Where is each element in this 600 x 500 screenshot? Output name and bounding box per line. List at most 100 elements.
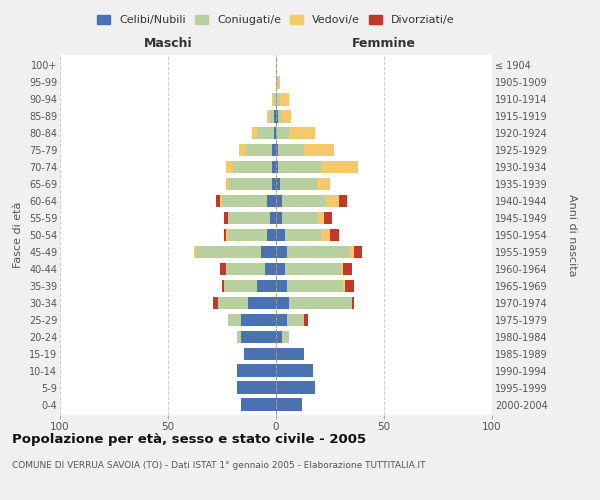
Bar: [276, 398, 302, 411]
Text: COMUNE DI VERRUA SAVOIA (TO) - Dati ISTAT 1° gennaio 2005 - Elaborazione TUTTITA: COMUNE DI VERRUA SAVOIA (TO) - Dati ISTA…: [12, 460, 425, 469]
Bar: [241, 398, 276, 411]
Bar: [268, 110, 269, 122]
Bar: [237, 330, 241, 344]
Bar: [322, 228, 330, 241]
Bar: [220, 262, 226, 276]
Bar: [226, 262, 265, 276]
Bar: [287, 280, 343, 292]
Bar: [330, 228, 338, 241]
Bar: [276, 382, 315, 394]
Bar: [272, 178, 276, 190]
Bar: [229, 178, 272, 190]
Bar: [224, 228, 226, 241]
Bar: [276, 194, 283, 207]
Bar: [274, 93, 276, 106]
Bar: [276, 314, 287, 326]
Bar: [196, 246, 261, 258]
Bar: [354, 246, 362, 258]
Bar: [274, 110, 276, 122]
Bar: [237, 364, 276, 377]
Bar: [352, 296, 354, 310]
Bar: [276, 262, 284, 276]
Bar: [272, 144, 276, 156]
Bar: [257, 126, 274, 140]
Bar: [215, 194, 220, 207]
Bar: [276, 348, 304, 360]
Bar: [226, 178, 229, 190]
Bar: [317, 178, 330, 190]
Bar: [283, 330, 289, 344]
Bar: [222, 194, 268, 207]
Bar: [269, 212, 276, 224]
Bar: [246, 144, 272, 156]
Bar: [241, 330, 276, 344]
Bar: [276, 280, 287, 292]
Bar: [283, 194, 326, 207]
Bar: [226, 160, 233, 173]
Bar: [218, 296, 248, 310]
Bar: [229, 228, 268, 241]
Text: Maschi: Maschi: [143, 37, 193, 50]
Bar: [239, 144, 246, 156]
Bar: [343, 262, 352, 276]
Bar: [284, 262, 341, 276]
Bar: [226, 228, 229, 241]
Bar: [229, 314, 241, 326]
Bar: [283, 212, 317, 224]
Bar: [252, 126, 257, 140]
Bar: [280, 178, 317, 190]
Text: Popolazione per età, sesso e stato civile - 2005: Popolazione per età, sesso e stato civil…: [12, 432, 366, 446]
Bar: [338, 194, 347, 207]
Bar: [272, 160, 276, 173]
Bar: [276, 296, 289, 310]
Bar: [272, 93, 274, 106]
Bar: [317, 212, 323, 224]
Bar: [261, 246, 276, 258]
Bar: [248, 296, 276, 310]
Bar: [265, 262, 276, 276]
Bar: [276, 330, 283, 344]
Bar: [214, 296, 218, 310]
Bar: [283, 110, 291, 122]
Bar: [268, 228, 276, 241]
Bar: [241, 314, 276, 326]
Bar: [268, 194, 276, 207]
Bar: [276, 364, 313, 377]
Bar: [341, 262, 343, 276]
Bar: [276, 76, 278, 88]
Y-axis label: Anni di nascita: Anni di nascita: [567, 194, 577, 276]
Bar: [237, 382, 276, 394]
Bar: [280, 93, 289, 106]
Bar: [343, 280, 345, 292]
Bar: [276, 178, 280, 190]
Bar: [276, 144, 278, 156]
Y-axis label: Fasce di età: Fasce di età: [13, 202, 23, 268]
Bar: [289, 296, 352, 310]
Bar: [287, 246, 349, 258]
Bar: [224, 280, 257, 292]
Bar: [289, 126, 315, 140]
Bar: [276, 110, 278, 122]
Bar: [276, 212, 283, 224]
Bar: [233, 160, 272, 173]
Bar: [276, 246, 287, 258]
Bar: [278, 144, 304, 156]
Bar: [222, 280, 224, 292]
Bar: [287, 314, 304, 326]
Bar: [257, 280, 276, 292]
Bar: [349, 246, 354, 258]
Bar: [323, 212, 332, 224]
Bar: [269, 110, 274, 122]
Bar: [304, 144, 334, 156]
Bar: [276, 126, 289, 140]
Bar: [224, 212, 229, 224]
Bar: [278, 76, 280, 88]
Bar: [274, 126, 276, 140]
Bar: [322, 160, 358, 173]
Bar: [229, 212, 269, 224]
Bar: [284, 228, 322, 241]
Bar: [276, 160, 278, 173]
Bar: [244, 348, 276, 360]
Bar: [194, 246, 196, 258]
Bar: [276, 228, 284, 241]
